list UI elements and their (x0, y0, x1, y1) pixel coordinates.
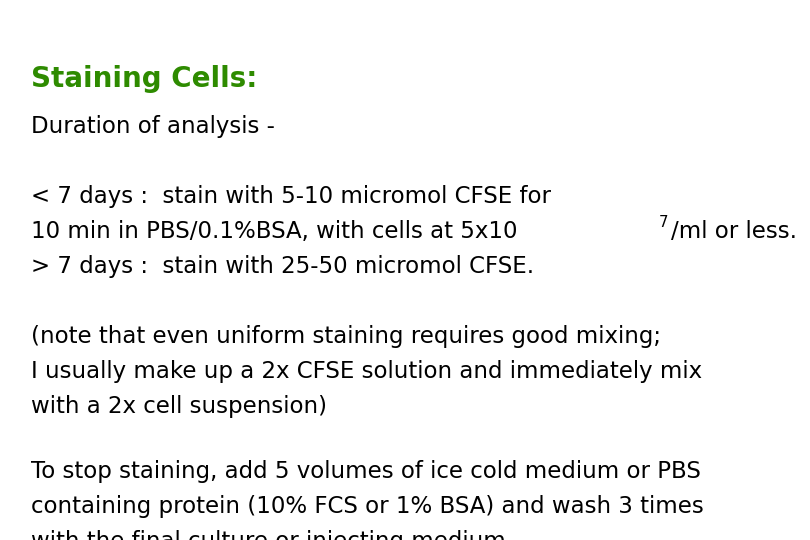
Text: /ml or less.: /ml or less. (671, 220, 797, 243)
Text: with a 2x cell suspension): with a 2x cell suspension) (31, 395, 326, 418)
Text: > 7 days :  stain with 25-50 micromol CFSE.: > 7 days : stain with 25-50 micromol CFS… (31, 255, 534, 278)
Text: 10 min in PBS/0.1%BSA, with cells at 5x10: 10 min in PBS/0.1%BSA, with cells at 5x1… (31, 220, 518, 243)
Text: 7: 7 (659, 215, 668, 230)
Text: with the final culture or injecting medium.: with the final culture or injecting medi… (31, 530, 513, 540)
Text: I usually make up a 2x CFSE solution and immediately mix: I usually make up a 2x CFSE solution and… (31, 360, 702, 383)
Text: To stop staining, add 5 volumes of ice cold medium or PBS: To stop staining, add 5 volumes of ice c… (31, 460, 701, 483)
Text: Staining Cells:: Staining Cells: (31, 65, 257, 93)
Text: (note that even uniform staining requires good mixing;: (note that even uniform staining require… (31, 325, 661, 348)
Text: < 7 days :  stain with 5-10 micromol CFSE for: < 7 days : stain with 5-10 micromol CFSE… (31, 185, 551, 208)
Text: containing protein (10% FCS or 1% BSA) and wash 3 times: containing protein (10% FCS or 1% BSA) a… (31, 495, 704, 518)
Text: Duration of analysis -: Duration of analysis - (31, 115, 275, 138)
